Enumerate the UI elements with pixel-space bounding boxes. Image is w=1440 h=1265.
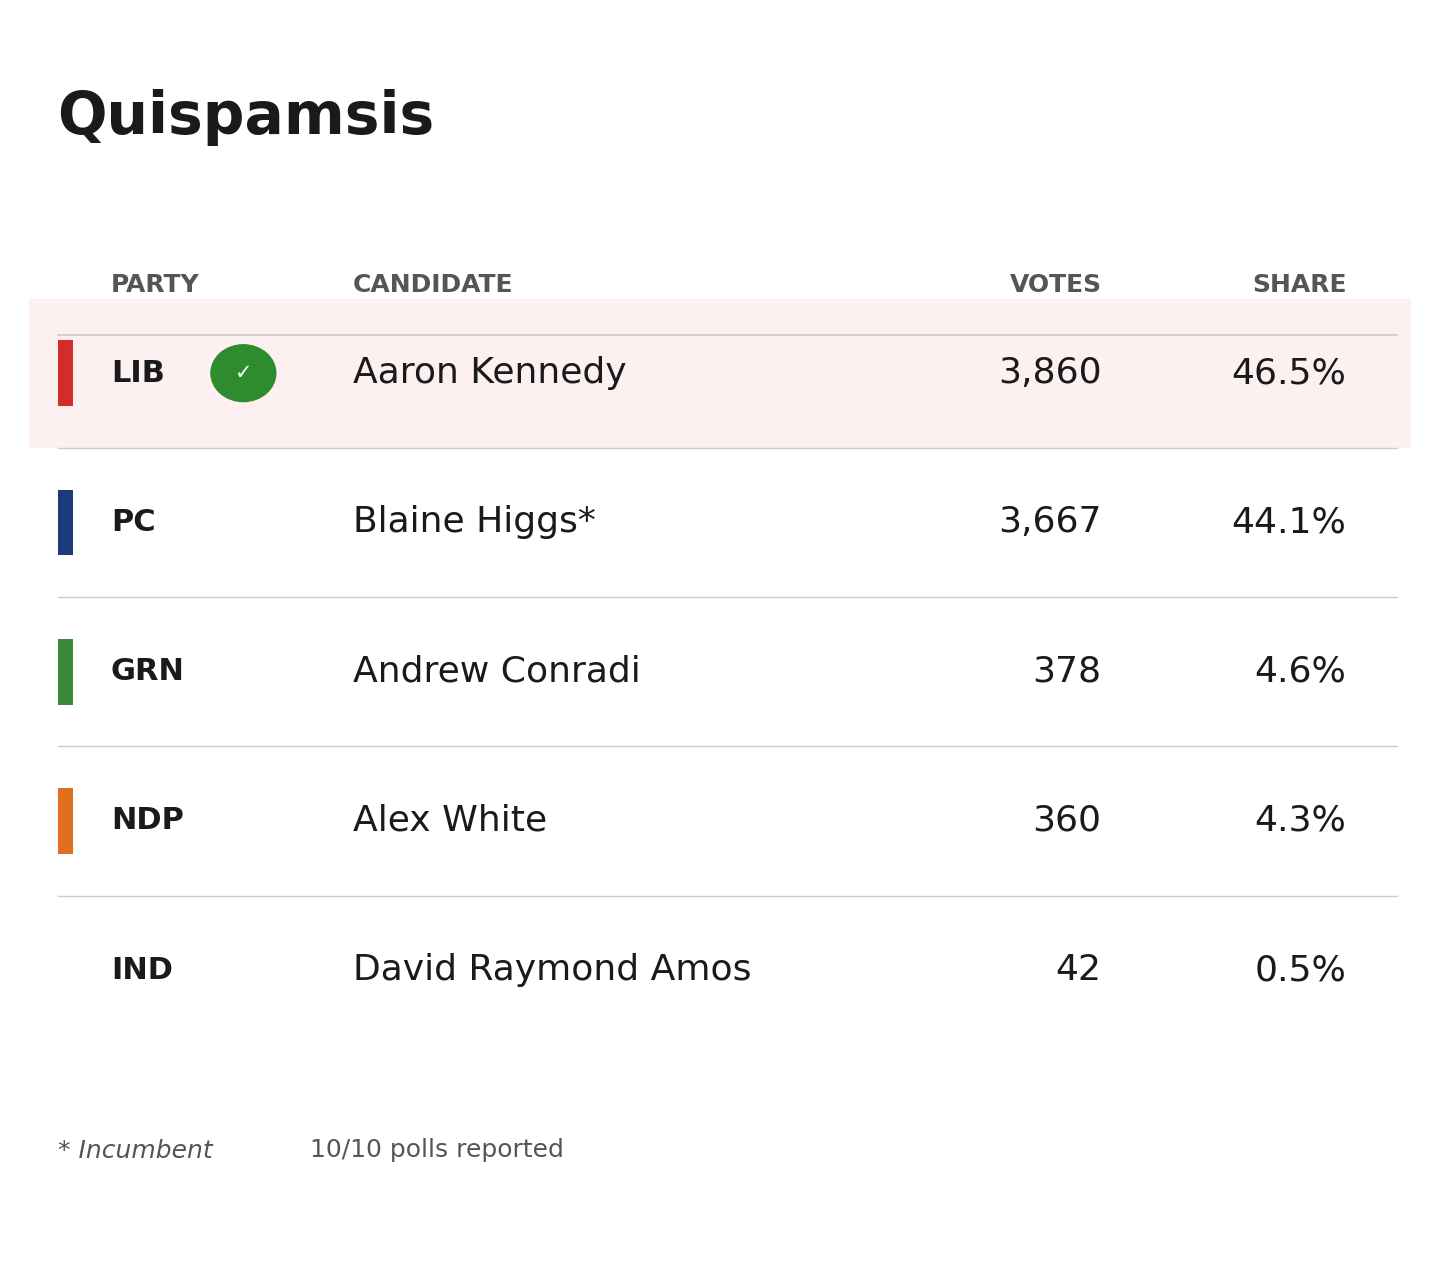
Text: 378: 378 (1032, 655, 1102, 688)
Text: Alex White: Alex White (353, 805, 547, 837)
FancyBboxPatch shape (58, 340, 73, 406)
Text: 42: 42 (1056, 954, 1102, 987)
Text: GRN: GRN (111, 658, 184, 686)
Text: 3,860: 3,860 (998, 357, 1102, 390)
Text: David Raymond Amos: David Raymond Amos (353, 954, 752, 987)
Text: 4.6%: 4.6% (1254, 655, 1346, 688)
Text: Andrew Conradi: Andrew Conradi (353, 655, 641, 688)
Text: 3,667: 3,667 (998, 506, 1102, 539)
Text: Aaron Kennedy: Aaron Kennedy (353, 357, 626, 390)
Text: PC: PC (111, 509, 156, 536)
Text: IND: IND (111, 956, 173, 984)
Text: 4.3%: 4.3% (1254, 805, 1346, 837)
Text: CANDIDATE: CANDIDATE (353, 273, 513, 296)
Text: 360: 360 (1032, 805, 1102, 837)
Text: LIB: LIB (111, 359, 164, 387)
Text: 10/10 polls reported: 10/10 polls reported (310, 1138, 563, 1163)
Text: 44.1%: 44.1% (1231, 506, 1346, 539)
Text: VOTES: VOTES (1009, 273, 1102, 296)
Text: SHARE: SHARE (1251, 273, 1346, 296)
Text: Quispamsis: Quispamsis (58, 89, 435, 145)
Circle shape (210, 344, 276, 402)
Text: ✓: ✓ (235, 363, 252, 383)
FancyBboxPatch shape (29, 299, 1411, 448)
FancyBboxPatch shape (58, 490, 73, 555)
Text: Blaine Higgs*: Blaine Higgs* (353, 506, 596, 539)
Text: NDP: NDP (111, 807, 184, 835)
Text: * Incumbent: * Incumbent (58, 1138, 212, 1163)
FancyBboxPatch shape (58, 639, 73, 705)
Text: PARTY: PARTY (111, 273, 200, 296)
Text: 0.5%: 0.5% (1254, 954, 1346, 987)
FancyBboxPatch shape (58, 788, 73, 854)
Text: 46.5%: 46.5% (1231, 357, 1346, 390)
